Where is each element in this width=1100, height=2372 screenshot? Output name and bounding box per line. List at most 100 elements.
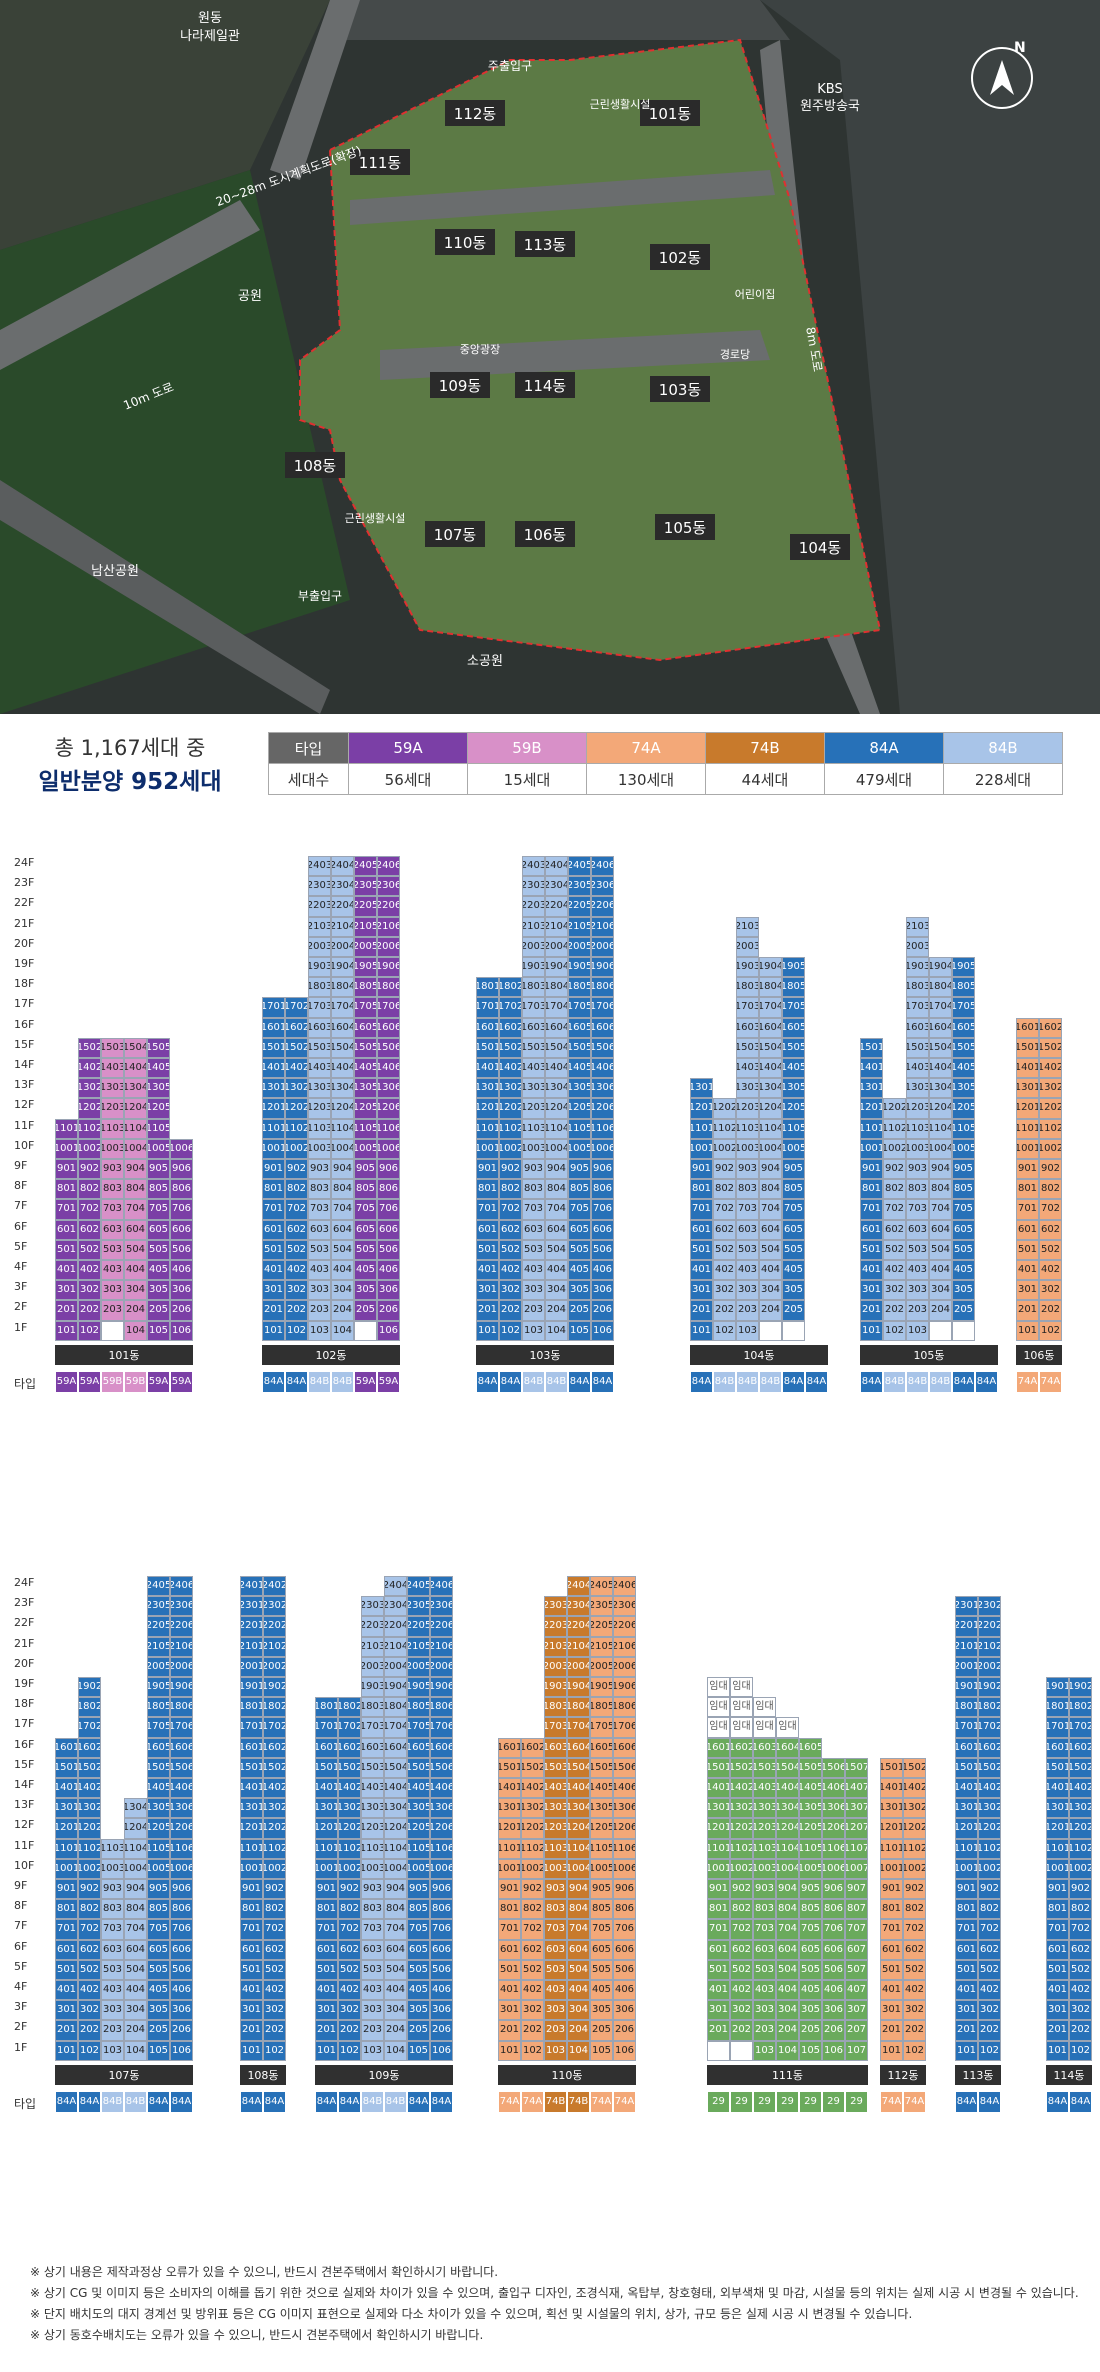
unit-cell: 1007	[845, 1858, 868, 1879]
unit-cell: 1504	[759, 1037, 782, 1058]
unit-type-cell: 84B	[736, 1370, 759, 1393]
unit-cell: 105	[407, 2040, 430, 2061]
unit-cell: 602	[499, 1219, 522, 1240]
dong-box-7	[425, 521, 485, 547]
unit-cell	[782, 1320, 805, 1341]
worship-label-2: 나라제일관	[180, 29, 240, 44]
unit-cell: 1501	[955, 1757, 978, 1778]
unit-cell: 801	[1016, 1179, 1039, 1200]
unit-cell: 502	[499, 1239, 522, 1260]
unit-type-cell: 59A	[55, 1370, 78, 1393]
unit-cell: 1004	[759, 1138, 782, 1159]
unit-cell: 1401	[476, 1058, 499, 1079]
floor-label: 13F	[14, 1078, 35, 1092]
floor-label: 1F	[14, 2040, 28, 2054]
unit-cell: 1101	[476, 1118, 499, 1139]
unit-cell: 904	[545, 1159, 568, 1180]
unit-cell: 504	[124, 1239, 147, 1260]
unit-cell: 201	[955, 2020, 978, 2041]
unit-cell: 204	[124, 2020, 147, 2041]
unit-cell: 102	[1039, 1320, 1062, 1341]
dong-label-2: 102동	[659, 249, 702, 267]
unit-cell: 1801	[476, 977, 499, 998]
floor-label: 11F	[14, 1118, 35, 1132]
unit-cell: 2301	[240, 1596, 263, 1617]
floor-label: 6F	[14, 1939, 28, 1953]
unit-cell: 1502	[521, 1757, 544, 1778]
unit-cell: 1402	[1069, 1778, 1092, 1799]
unit-cell: 303	[522, 1280, 545, 1301]
unit-cell: 2106	[591, 916, 614, 937]
unit-cell: 407	[845, 1980, 868, 2001]
unit-cell: 301	[240, 2000, 263, 2021]
unit-cell: 501	[1046, 1959, 1069, 1980]
unit-cell: 104	[545, 1320, 568, 1341]
floor-label: 24F	[14, 856, 35, 869]
unit-cell: 1701	[476, 997, 499, 1018]
unit-cell: 501	[955, 1959, 978, 1980]
unit-cell: 805	[147, 1179, 170, 1200]
unit-cell: 1503	[361, 1757, 384, 1778]
unit-cell: 1705	[590, 1717, 613, 1738]
unit-cell: 805	[952, 1179, 975, 1200]
unit-cell: 1506	[377, 1037, 400, 1058]
unit-type-cell: 84B	[929, 1370, 952, 1393]
unit-cell: 1404	[759, 1058, 782, 1079]
unit-cell: 305	[799, 2000, 822, 2021]
floor-label: 10F	[14, 1138, 35, 1152]
unit-cell: 701	[860, 1199, 883, 1220]
unit-cell: 405	[568, 1260, 591, 1281]
unit-cell: 1702	[1069, 1717, 1092, 1738]
unit-cell: 1706	[430, 1717, 453, 1738]
unit-cell: 603	[753, 1939, 776, 1960]
unit-cell: 1803	[544, 1697, 567, 1718]
unit-cell: 2002	[263, 1656, 286, 1677]
unit-cell: 801	[955, 1899, 978, 1920]
unit-cell: 104	[384, 2040, 407, 2061]
unit-cell: 1406	[822, 1778, 845, 1799]
unit-cell: 207	[845, 2020, 868, 2041]
floor-label: 4F	[14, 1260, 28, 1273]
unit-cell: 304	[124, 1280, 147, 1301]
unit-cell: 904	[331, 1159, 354, 1180]
unit-cell: 2104	[384, 1636, 407, 1657]
unit-cell: 1602	[285, 1017, 308, 1038]
unit-cell: 2204	[567, 1616, 590, 1637]
unit-cell: 106	[822, 2040, 845, 2061]
unit-cell: 306	[170, 1280, 193, 1301]
unit-cell: 1603	[308, 1017, 331, 1038]
unit-cell: 304	[759, 1280, 782, 1301]
unit-cell: 1502	[263, 1757, 286, 1778]
unit-cell: 1306	[822, 1798, 845, 1819]
unit-cell: 1301	[262, 1078, 285, 1099]
unit-cell: 604	[124, 1219, 147, 1240]
type-summary-table: 타입 59A 59B 74A 74B 84A 84B 세대수 56세대 15세대 130세대 4…	[268, 732, 1063, 795]
unit-cell: 206	[170, 2020, 193, 2041]
unit-cell: 2005	[407, 1656, 430, 1677]
unit-cell: 1003	[906, 1138, 929, 1159]
unit-cell: 101	[315, 2040, 338, 2061]
unit-cell: 1204	[124, 1818, 147, 1839]
unit-cell: 1002	[263, 1858, 286, 1879]
unit-cell: 102	[903, 2040, 926, 2061]
unit-cell: 1102	[521, 1838, 544, 1859]
unit-cell: 1504	[545, 1037, 568, 1058]
unit-cell: 1305	[782, 1078, 805, 1099]
floor-label: 3F	[14, 1280, 28, 1294]
unit-cell: 902	[883, 1159, 906, 1180]
unit-cell: 105	[799, 2040, 822, 2061]
unit-cell: 406	[170, 1980, 193, 2001]
unit-cell: 2403	[308, 856, 331, 877]
unit-cell: 1202	[903, 1818, 926, 1839]
unit-cell: 302	[713, 1280, 736, 1301]
unit-cell: 701	[315, 1919, 338, 1940]
unit-cell: 2404	[384, 1576, 407, 1597]
unit-type-cell: 84A	[591, 1370, 614, 1393]
unit-cell: 105	[147, 1320, 170, 1341]
unit-cell: 1305	[590, 1798, 613, 1819]
amenity-label-2: 근린생활시설	[345, 511, 406, 525]
unit-cell: 101	[880, 2040, 903, 2061]
unit-type-cell: 74A	[1039, 1370, 1062, 1393]
unit-type-cell: 84A	[955, 2090, 978, 2113]
floor-label: 13F	[14, 1798, 35, 1812]
